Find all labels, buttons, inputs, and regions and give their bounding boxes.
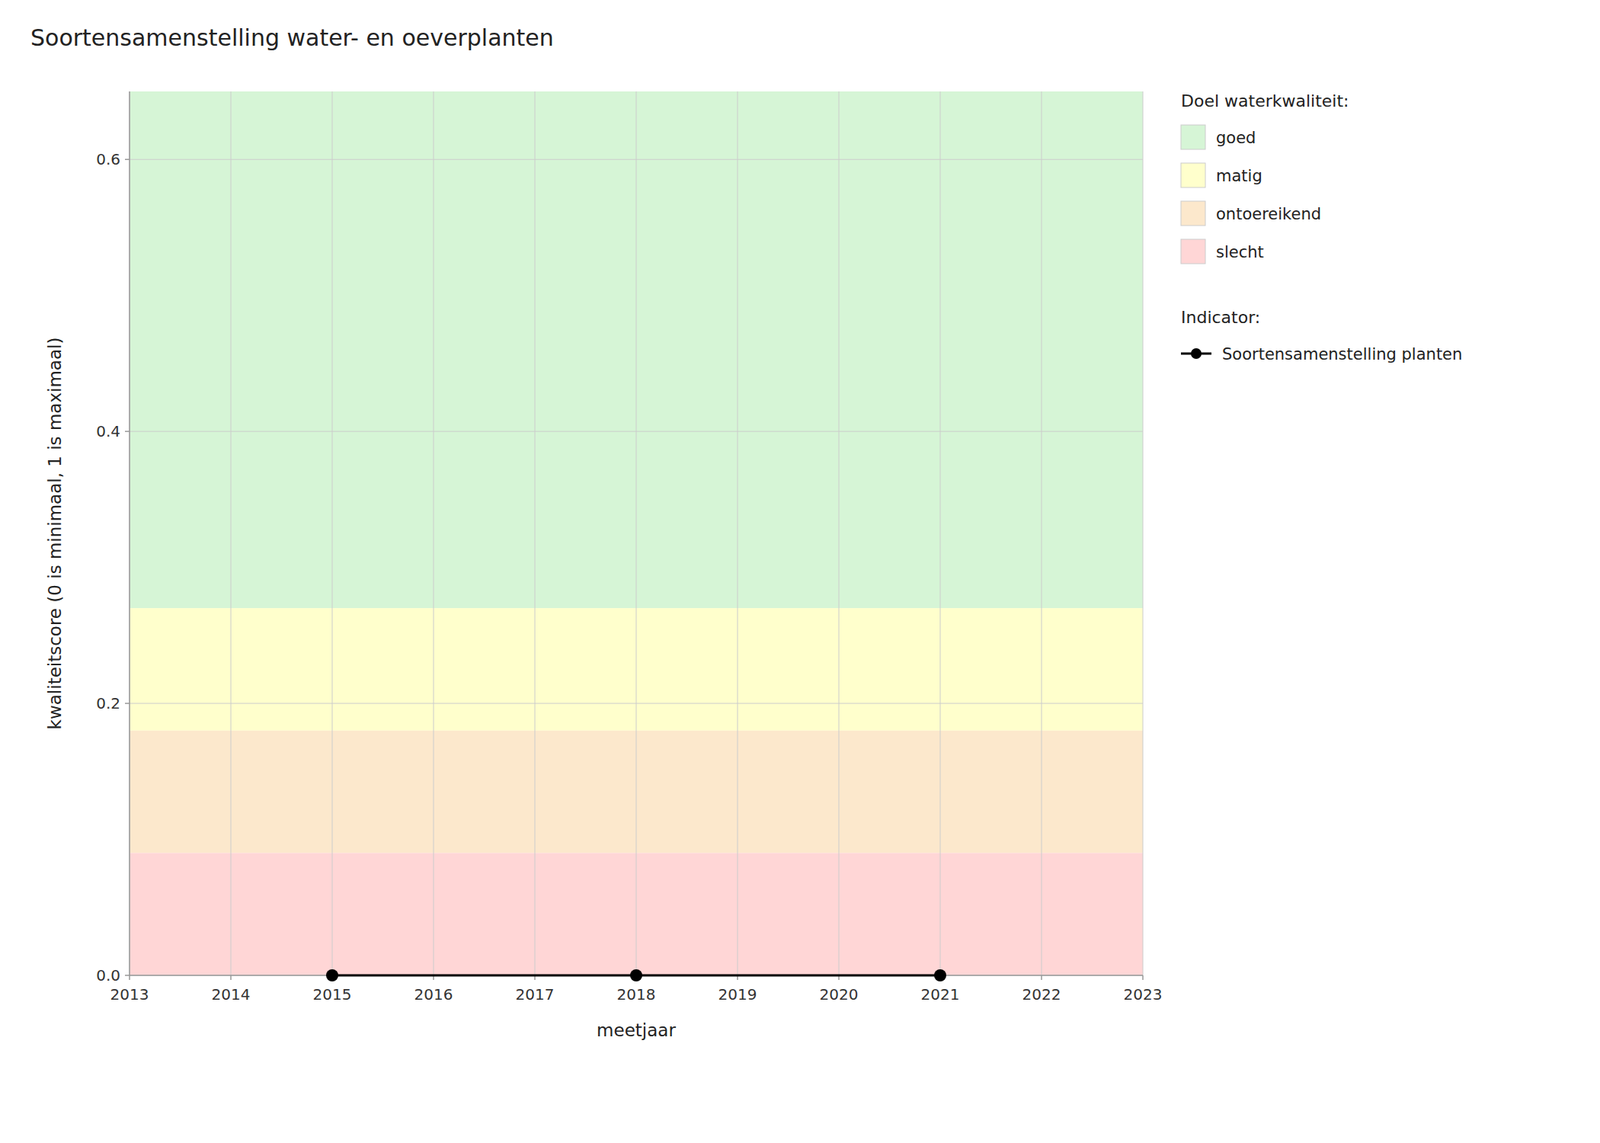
tick-label: 0.6 bbox=[96, 150, 121, 169]
marker bbox=[326, 969, 339, 982]
x-axis-label: meetjaar bbox=[596, 1020, 676, 1040]
tick-label: 2013 bbox=[110, 985, 150, 1004]
tick-mark bbox=[124, 430, 130, 432]
chart: Soortensamenstelling water- en oeverplan… bbox=[0, 0, 1600, 1143]
legend: Doel waterkwaliteit: goed matig ontoereiken… bbox=[1180, 91, 1463, 364]
grid-line bbox=[332, 91, 333, 976]
tick-label: 2016 bbox=[414, 985, 454, 1004]
grid-line bbox=[1142, 91, 1144, 976]
tick-label: 2023 bbox=[1123, 985, 1163, 1004]
legend-swatch bbox=[1180, 201, 1206, 226]
grid-line bbox=[737, 91, 739, 976]
legend-entry: goed bbox=[1216, 128, 1256, 148]
tick-label: 2021 bbox=[921, 985, 960, 1004]
legend-title: Indicator: bbox=[1180, 307, 1261, 327]
grid-line bbox=[534, 91, 536, 976]
tick-label: 0.4 bbox=[96, 422, 121, 441]
tick-label: 0.2 bbox=[96, 694, 121, 713]
legend-entry: ontoereikend bbox=[1216, 204, 1322, 224]
legend-entry: matig bbox=[1216, 166, 1263, 186]
grid-line bbox=[838, 91, 840, 976]
axes: 0.0 0.2 0.4 0.6 2013 2014 2015 2016 2017 2018 2019… bbox=[96, 91, 1162, 1004]
tick-label: 2019 bbox=[718, 985, 758, 1004]
y-axis-line bbox=[128, 91, 131, 976]
tick-mark bbox=[124, 974, 130, 976]
grid-line bbox=[433, 91, 435, 976]
tick-mark bbox=[1040, 975, 1043, 980]
tick-mark bbox=[128, 975, 131, 980]
tick-label: 2015 bbox=[313, 985, 352, 1004]
legend-entry: Soortensamenstelling planten bbox=[1222, 345, 1463, 364]
tick-label: 2018 bbox=[617, 985, 656, 1004]
grid-line bbox=[129, 91, 131, 976]
tick-label: 2020 bbox=[819, 985, 859, 1004]
tick-mark bbox=[230, 975, 232, 980]
tick-label: 2014 bbox=[211, 985, 251, 1004]
grid bbox=[129, 91, 1143, 976]
grid-line bbox=[940, 91, 941, 976]
marker bbox=[934, 969, 947, 982]
grid-line bbox=[1041, 91, 1043, 976]
tick-mark bbox=[1142, 975, 1144, 980]
grid-line bbox=[230, 91, 232, 976]
tick-label: 2022 bbox=[1022, 985, 1062, 1004]
tick-mark bbox=[124, 702, 130, 704]
bands bbox=[129, 91, 1143, 976]
legend-swatch bbox=[1180, 124, 1206, 150]
data bbox=[326, 969, 947, 982]
legend-entry: slecht bbox=[1216, 243, 1264, 262]
legend-marker bbox=[1190, 348, 1202, 359]
legend-title: Doel waterkwaliteit: bbox=[1180, 91, 1349, 111]
grid-line bbox=[636, 91, 637, 976]
tick-mark bbox=[124, 158, 130, 160]
y-axis-label: kwaliteitscore (0 is minimaal, 1 is maxi… bbox=[44, 337, 65, 730]
legend-swatch bbox=[1180, 163, 1206, 188]
tick-label: 2017 bbox=[515, 985, 555, 1004]
legend-swatch bbox=[1180, 239, 1206, 264]
tick-label: 0.0 bbox=[96, 966, 121, 985]
marker bbox=[630, 969, 643, 982]
title: Soortensamenstelling water- en oeverplan… bbox=[30, 24, 554, 52]
